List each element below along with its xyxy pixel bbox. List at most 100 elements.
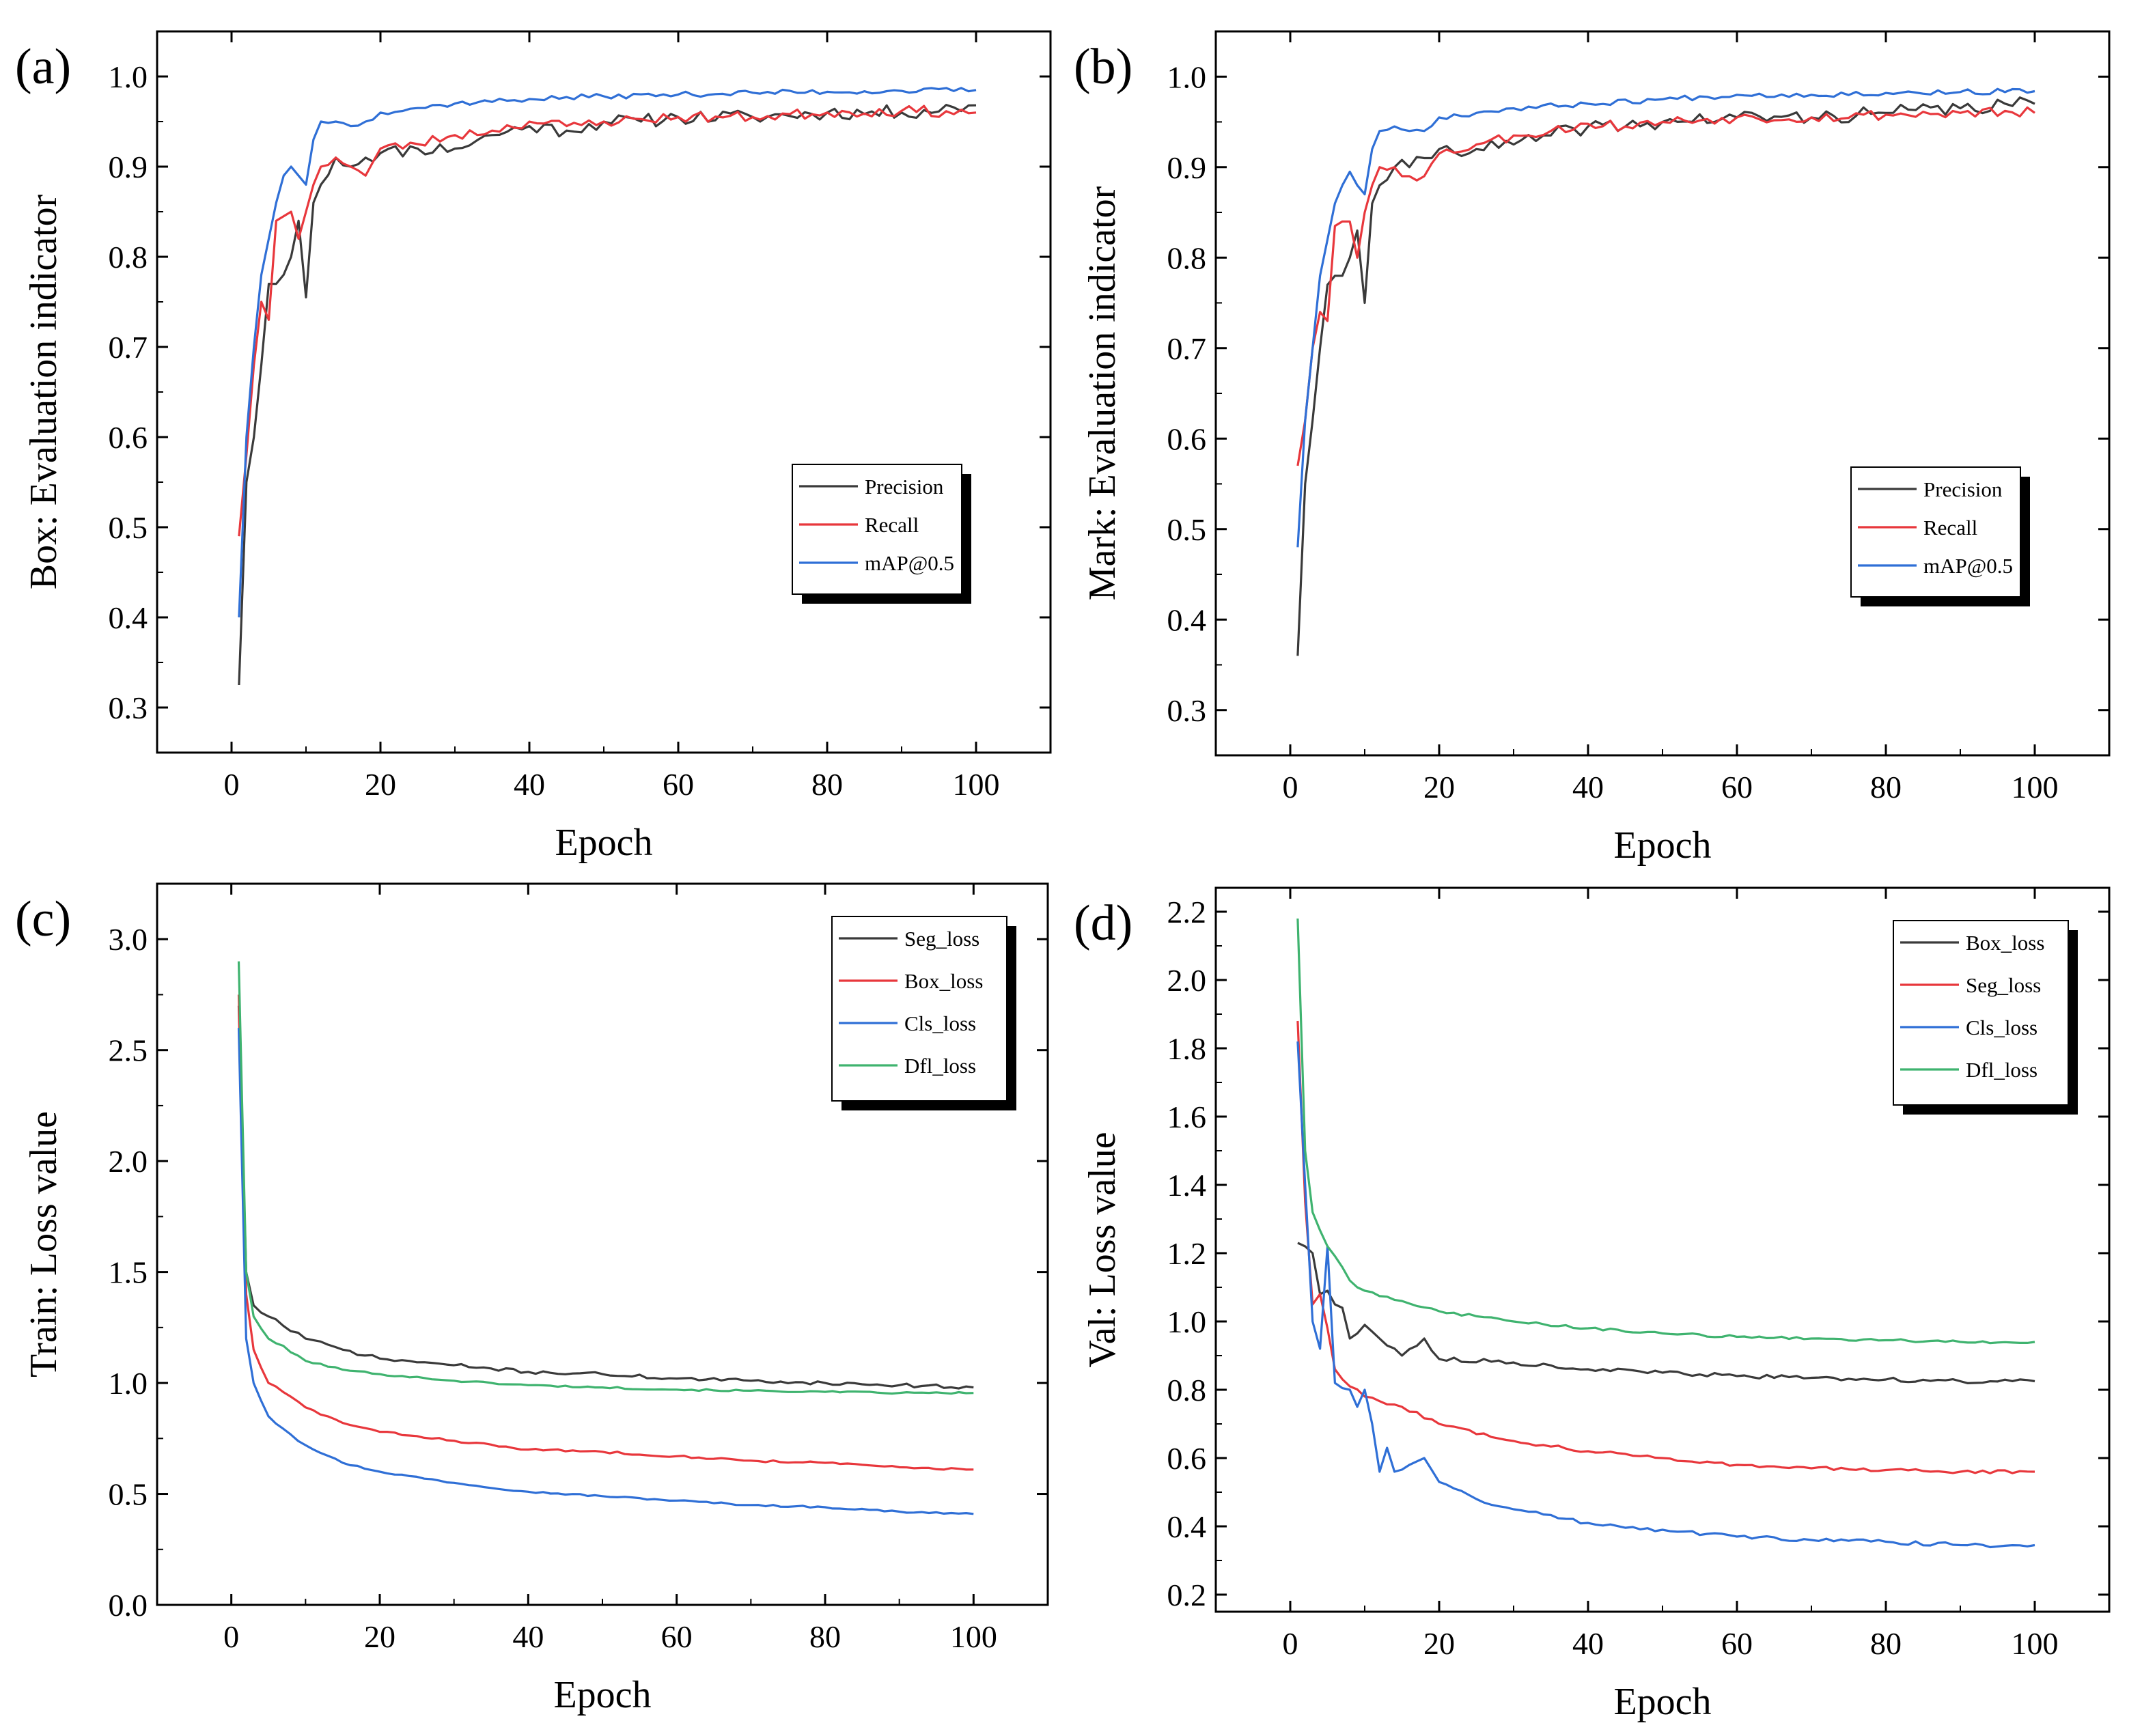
series-line-box-loss: [237, 994, 974, 1471]
y-tick-label: 2.0: [1167, 963, 1207, 998]
y-axis-label: Mark: Evaluation indicator: [1081, 186, 1124, 600]
series-line-seg-loss: [237, 1005, 974, 1390]
y-tick-label: 1.0: [1167, 1304, 1207, 1339]
y-tick-label: 1.0: [109, 1366, 148, 1401]
x-tick-label: 80: [809, 1619, 841, 1654]
x-tick-label: 0: [1283, 1626, 1298, 1661]
y-tick-label: 0.8: [1167, 240, 1207, 275]
panel-label: (c): [15, 891, 71, 947]
x-tick-label: 100: [953, 767, 1000, 802]
plot-frame: [156, 30, 1052, 754]
y-tick-label: 0.4: [1167, 1509, 1207, 1544]
legend-label-seg-loss: Seg_loss: [1966, 973, 2041, 997]
y-tick-label: 0.8: [109, 240, 148, 275]
legend-box: [831, 916, 1007, 1102]
y-tick-label: 0.5: [109, 1477, 148, 1512]
x-axis-label: Epoch: [1613, 1681, 1711, 1723]
series-line-recall: [238, 104, 977, 537]
y-tick-label: 0.6: [109, 420, 148, 455]
y-axis-label: Train: Loss value: [23, 1111, 65, 1377]
series-line-precision: [1296, 96, 2035, 656]
legend-label-cls-loss: Cls_loss: [904, 1011, 976, 1035]
legend-label-cls-loss: Cls_loss: [1966, 1016, 2037, 1039]
x-tick-label: 80: [811, 767, 843, 802]
x-tick-label: 20: [1423, 770, 1455, 804]
legend-label-map-0-5: mAP@0.5: [1923, 554, 2013, 578]
y-tick-label: 0.5: [1167, 512, 1207, 547]
y-axis-label: Box: Evaluation indicator: [23, 194, 65, 589]
x-axis-label: Epoch: [553, 1674, 651, 1716]
series-line-recall: [1296, 106, 2035, 466]
y-tick-label: 0.9: [109, 150, 148, 184]
series-line-box-loss: [1297, 1242, 2035, 1385]
series-line-dfl-loss: [237, 961, 974, 1395]
y-tick-label: 0.4: [1167, 602, 1207, 637]
y-tick-label: 0.5: [109, 510, 148, 545]
legend-label-precision: Precision: [865, 475, 944, 499]
series-line-seg-loss: [1296, 1020, 2035, 1474]
panel-b: 0 20 40 60 80 100 0.3 0.4 0.5 0.6 0.7 0.8 0.9 1.0 Epoc…: [1074, 30, 2111, 867]
panel-d: 0 20 40 60 80 100 0.2 0.4 0.6 0.8 1.0 1.2 1.4 1.6 1.8 2…: [1074, 886, 2111, 1723]
series-line-cls-loss: [237, 1028, 974, 1515]
y-tick-label: 0.0: [109, 1588, 148, 1623]
x-tick-label: 60: [661, 1619, 693, 1654]
y-tick-label: 1.6: [1167, 1100, 1207, 1134]
y-axis-label: Val: Loss value: [1081, 1132, 1124, 1367]
y-tick-label: 0.3: [109, 690, 148, 725]
series-line-cls-loss: [1296, 1041, 2035, 1549]
x-tick-label: 40: [512, 1619, 544, 1654]
legend-label-seg-loss: Seg_loss: [904, 927, 979, 951]
y-tick-label: 0.3: [1167, 693, 1207, 728]
legend-label-dfl-loss: Dfl_loss: [1966, 1058, 2037, 1082]
legend-label-map-0-5: mAP@0.5: [865, 551, 954, 575]
x-tick-label: 20: [1423, 1626, 1455, 1661]
panel-label: (d): [1074, 895, 1132, 951]
y-tick-label: 1.0: [1167, 59, 1207, 94]
x-tick-label: 80: [1870, 1626, 1902, 1661]
y-tick-label: 0.2: [1167, 1578, 1207, 1612]
x-tick-label: 20: [364, 1619, 395, 1654]
legend-label-recall: Recall: [865, 513, 919, 537]
y-tick-label: 0.4: [109, 600, 148, 635]
y-tick-label: 0.6: [1167, 1441, 1207, 1476]
x-tick-label: 20: [365, 767, 396, 802]
y-tick-label: 1.4: [1167, 1168, 1207, 1203]
y-tick-label: 2.5: [109, 1033, 148, 1068]
y-tick-label: 0.6: [1167, 421, 1207, 456]
x-tick-label: 0: [223, 1619, 239, 1654]
legend-label-recall: Recall: [1923, 516, 1977, 540]
y-tick-label: 2.2: [1167, 895, 1207, 929]
panel-a: 0 20 40 60 80 100 0.3 0.4 0.5 0.6 0.7 0.8 0.9 1.0 Epoc…: [15, 30, 1052, 864]
x-tick-label: 40: [1572, 1626, 1604, 1661]
legend-box: [1893, 920, 2069, 1106]
series-line-map-0-5: [1296, 87, 2035, 548]
x-tick-label: 100: [2012, 1626, 2059, 1661]
x-tick-label: 40: [514, 767, 545, 802]
panel-c: 0 20 40 60 80 100 0.0 0.5 1.0 1.5 2.0 2.5 3.0 Epoch Tr…: [15, 882, 1049, 1716]
x-tick-label: 100: [2012, 770, 2059, 804]
x-tick-label: 60: [663, 767, 694, 802]
x-tick-label: 0: [224, 767, 240, 802]
y-tick-label: 0.9: [1167, 150, 1207, 185]
panel-label: (a): [15, 39, 71, 95]
legend-label-precision: Precision: [1923, 477, 2003, 501]
plot-frame: [1214, 30, 2111, 757]
panel-label: (b): [1074, 39, 1132, 95]
series-line-map-0-5: [238, 87, 977, 618]
y-tick-label: 1.0: [109, 59, 148, 94]
x-tick-label: 80: [1870, 770, 1902, 804]
legend-label-box-loss: Box_loss: [1966, 931, 2044, 955]
y-tick-label: 3.0: [109, 922, 148, 957]
legend-label-dfl-loss: Dfl_loss: [904, 1054, 976, 1078]
x-axis-label: Epoch: [1613, 824, 1711, 867]
x-tick-label: 100: [950, 1619, 997, 1654]
y-tick-label: 0.8: [1167, 1373, 1207, 1408]
series-line-dfl-loss: [1296, 918, 2035, 1345]
x-tick-label: 40: [1572, 770, 1604, 804]
x-tick-label: 60: [1721, 770, 1753, 804]
y-tick-label: 1.2: [1167, 1236, 1207, 1271]
legend-label-box-loss: Box_loss: [904, 969, 983, 993]
x-tick-label: 0: [1283, 770, 1298, 804]
y-tick-label: 2.0: [109, 1144, 148, 1179]
y-tick-label: 1.8: [1167, 1031, 1207, 1066]
